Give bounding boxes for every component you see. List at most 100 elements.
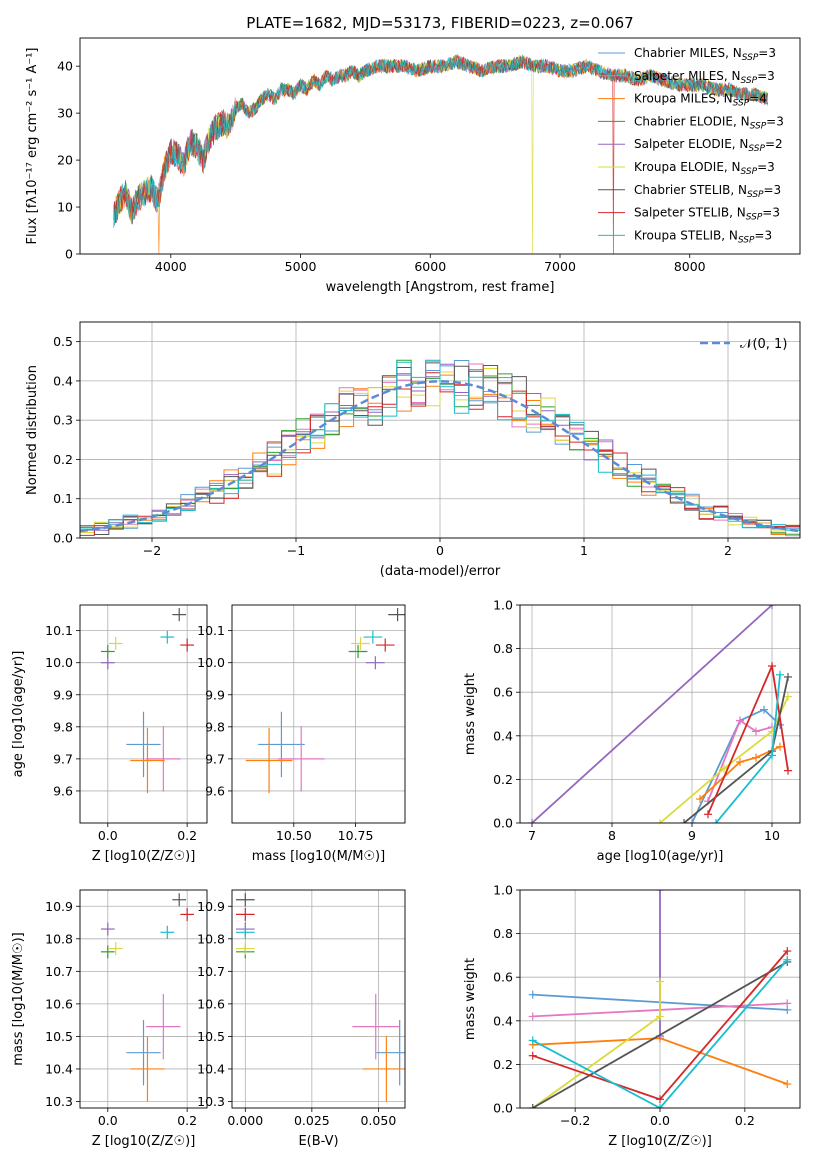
weight-line [532,961,788,1108]
x-axis-label: Z [log10(Z/Z☉)] [608,1134,712,1149]
y-axis-label: mass weight [463,673,478,755]
x-tick-label: 6000 [414,259,446,274]
y-tick-label: 1.0 [493,598,513,613]
axes-frame [79,889,208,1109]
x-axis-label: age [log10(age/yr)] [597,849,724,864]
panel-spectrum: 4000 5000 6000 7000 8000 0 10 20 30 40 wavelength … [25,37,801,295]
panel-weight-vs-Z: −0.2 0.0 0.2 0.0 0.2 0.4 0.6 0.8 1.0 Z [log10(Z/Z… [463,883,801,1149]
weight-line [707,662,789,815]
y-tick-label: 10.1 [45,623,73,638]
y-tick-label: 40 [57,59,73,74]
x-axis-label: (data-model)/error [380,564,501,579]
y-tick-label: 0 [65,247,73,262]
y-tick-label: 9.8 [205,719,225,734]
spectrum-line [113,53,768,254]
legend: 𝒩(0, 1) [700,337,787,352]
y-tick-label: 10.3 [45,1094,73,1109]
y-tick-label: 0.4 [493,1013,513,1028]
plot-area [100,608,195,794]
y-tick-label: 10.3 [197,1094,225,1109]
legend-entry: 𝒩(0, 1) [740,337,787,352]
panel-mass-vs-Z: 0.0 0.2 10.3 10.4 10.5 10.6 10.7 10.8 10.9 Z [log… [11,889,208,1149]
y-axis-label: age [log10(age/yr)] [11,651,26,778]
plot-area [528,605,792,823]
axes-frame [79,37,801,255]
y-tick-label: 9.8 [53,719,73,734]
plot-area [79,359,801,537]
x-tick-label: 8 [608,828,616,843]
spectrum-line [113,54,768,226]
legend-entry: Kroupa STELIB, NSSP=3 [634,228,772,245]
x-tick-label: 10.50 [276,828,312,843]
x-tick-label: 0.0 [650,1113,670,1128]
legend-entry: Chabrier ELODIE, NSSP=3 [634,114,784,131]
axes-frame [519,604,801,824]
axes-frame [231,604,406,824]
y-tick-label: 10.9 [45,899,73,914]
x-tick-label: 1 [580,543,588,558]
weight-line [699,745,781,800]
x-tick-label: −2 [143,543,161,558]
axes-frame [519,889,801,1109]
legend: Chabrier MILES, NSSP=3 Salpeter MILES, NS… [598,46,784,245]
weight-line [707,719,773,802]
plot-area [100,893,195,1102]
y-tick-label: 0.8 [493,926,513,941]
y-tick-label: 10.6 [197,996,225,1011]
x-tick-label: 7000 [544,259,576,274]
axes-frame [79,604,208,824]
y-tick-label: 10 [57,200,73,215]
x-tick-label: 0.000 [227,1113,263,1128]
y-tick-label: 0.3 [53,413,73,428]
x-axis-label: Z [log10(Z/Z☉)] [92,849,196,864]
y-tick-label: 10.5 [197,1029,225,1044]
x-tick-label: 2 [724,543,732,558]
x-tick-label: 10 [764,828,780,843]
x-axis-label: mass [log10(M/M☉)] [252,849,385,864]
x-tick-label: 9 [688,828,696,843]
plot-area [245,608,405,794]
y-axis-label: Flux [fλ10⁻¹⁷ erg cm⁻² s⁻¹ A⁻¹] [25,48,40,245]
x-tick-label: 0.2 [735,1113,755,1128]
x-tick-label: 0.2 [177,828,197,843]
y-tick-label: 10.8 [197,931,225,946]
y-tick-label: 0.2 [493,772,513,787]
figure-title: PLATE=1682, MJD=53173, FIBERID=0223, z=0… [246,14,633,32]
y-tick-label: 10.0 [197,655,225,670]
y-tick-label: 9.7 [205,751,225,766]
x-tick-label: 0.050 [360,1113,396,1128]
x-axis-label: wavelength [Angstrom, rest frame] [326,280,555,295]
y-axis-label: Normed distribution [25,365,40,495]
y-tick-label: 0.8 [493,641,513,656]
x-tick-label: 0.2 [177,1113,197,1128]
panel-age-vs-Z: 0.0 0.2 9.6 9.7 9.8 9.9 10.0 10.1 Z [log10(Z/Z☉)… [11,604,208,864]
y-tick-label: 10.9 [197,899,225,914]
y-tick-label: 10.5 [45,1029,73,1044]
y-tick-label: 0.0 [53,531,73,546]
y-tick-label: 10.7 [197,964,225,979]
y-tick-label: 9.9 [205,687,225,702]
panel-weight-vs-age: 7 8 9 10 0.0 0.2 0.4 0.6 0.8 1.0 age [log10(age/yr… [463,598,801,864]
legend-entry: Salpeter STELIB, NSSP=3 [634,206,780,223]
y-tick-label: 1.0 [493,883,513,898]
y-tick-label: 0.4 [53,373,73,388]
panel-residuals: −2 −1 0 1 2 0.0 0.1 0.2 0.3 0.4 0.5 (data-model)/er… [25,321,801,579]
y-tick-label: 0.6 [493,685,513,700]
panel-mass-vs-EBV: 0.000 0.025 0.050 10.3 10.4 10.5 10.6 10.7 10.8 1… [197,889,406,1149]
panel-age-vs-mass: 10.50 10.75 9.6 9.7 9.8 9.9 10.0 10.1 mass [log1… [197,604,406,864]
y-tick-label: 9.6 [53,783,73,798]
y-tick-label: 10.8 [45,931,73,946]
y-tick-label: 0.4 [493,728,513,743]
y-tick-label: 20 [57,153,73,168]
x-tick-label: −0.2 [560,1113,590,1128]
y-tick-label: 0.2 [493,1057,513,1072]
legend-entry: Chabrier MILES, NSSP=3 [634,46,776,63]
x-axis-label: Z [log10(Z/Z☉)] [92,1134,196,1149]
x-tick-label: −1 [287,543,305,558]
legend-entry: Salpeter MILES, NSSP=3 [634,69,775,86]
x-tick-label: 5000 [285,259,317,274]
y-tick-label: 0.1 [53,491,73,506]
x-tick-label: 0.025 [294,1113,330,1128]
x-tick-label: 10.75 [338,828,374,843]
